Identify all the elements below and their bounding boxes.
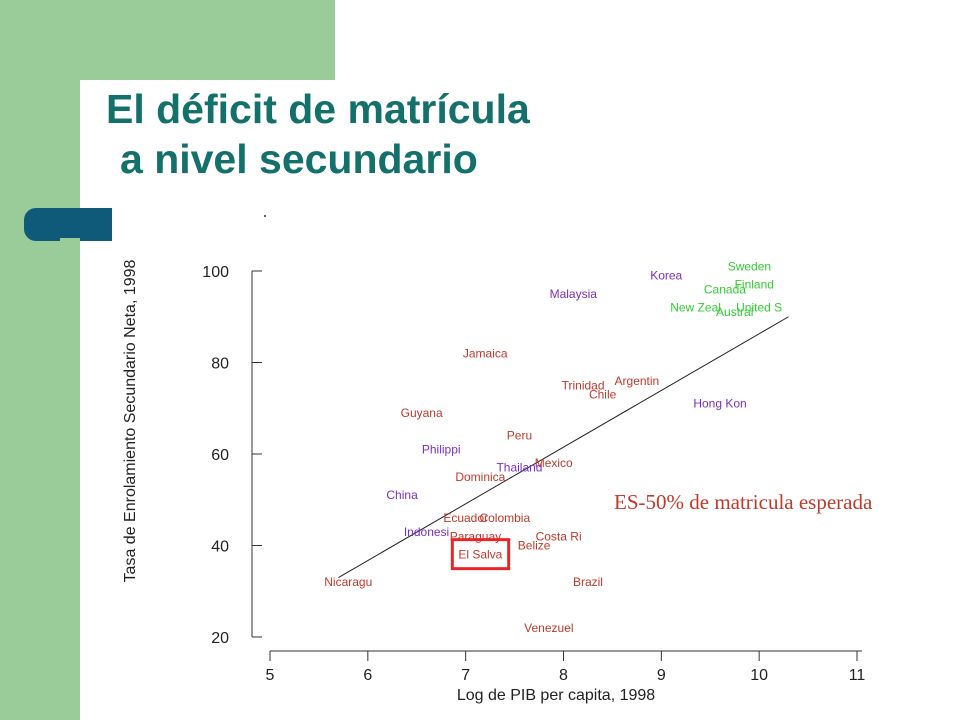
x-tick-label: 11: [849, 667, 866, 684]
point-label: Austral: [716, 305, 753, 319]
point-label: Trinidad: [562, 378, 605, 392]
annotation-text: ES-50% de matricula esperada: [614, 490, 873, 514]
y-tick-label: 100: [202, 264, 229, 281]
point-label: El Salva: [458, 548, 502, 562]
x-tick-label: 10: [750, 667, 768, 684]
left-green-band: [0, 0, 80, 720]
point-label: Dominica: [455, 470, 505, 484]
point-label: Belize: [518, 539, 551, 553]
point-label: Paraguay: [450, 529, 501, 543]
x-tick-label: 8: [559, 667, 568, 684]
point-label: United S: [736, 301, 782, 315]
content-panel: [80, 80, 960, 720]
stray-dot: [264, 215, 266, 217]
point-label: Philippi: [422, 442, 461, 456]
point-label: Mexico: [535, 456, 573, 470]
point-label: Hong Kon: [693, 397, 746, 411]
y-tick-label: 60: [211, 447, 229, 464]
title-line-1: El déficit de matrícula: [106, 86, 530, 132]
point-label: Malaysia: [550, 287, 598, 301]
y-tick-label: 20: [211, 630, 229, 647]
point-label: Guyana: [401, 406, 443, 420]
x-tick-label: 5: [266, 667, 275, 684]
point-label: Sweden: [728, 259, 771, 273]
point-label: Indonesi: [404, 525, 449, 539]
y-axis-title: Tasa de Enrolamiento Secundario Neta, 19…: [122, 259, 139, 582]
point-label: China: [386, 488, 418, 502]
x-tick-label: 7: [461, 667, 470, 684]
point-label: Canada: [704, 282, 746, 296]
point-label: Colombia: [479, 511, 530, 525]
point-label: Venezuel: [524, 621, 573, 635]
top-green-band: [80, 0, 335, 80]
x-axis-title: Log de PIB per capita, 1998: [457, 687, 655, 704]
fit-line: [338, 316, 789, 578]
fit-line-group: [338, 316, 789, 578]
point-label: Finland: [735, 278, 774, 292]
y-tick-label: 40: [211, 539, 229, 556]
point-label: Costa Ri: [536, 529, 582, 543]
point-label: Korea: [650, 269, 682, 283]
point-label: Brazil: [573, 575, 603, 589]
x-tick-label: 6: [363, 667, 372, 684]
x-tick-label: 9: [657, 667, 666, 684]
slide-title: El déficit de matrícula a nivel secundar…: [106, 84, 530, 184]
chart-axes: 20 40 60 80 100 5 6 7 8 9 10 11: [202, 215, 865, 684]
y-tick-label: 80: [211, 356, 229, 373]
point-label: New Zeal: [670, 301, 721, 315]
point-label: Ecuador: [443, 511, 488, 525]
point-label: Thailand: [496, 461, 542, 475]
decorative-pill-notch: [60, 238, 80, 241]
point-label: Argentin: [615, 374, 660, 388]
point-label: Jamaica: [463, 346, 508, 360]
point-label: Chile: [589, 388, 617, 402]
highlight-box: [450, 538, 511, 571]
point-label: Peru: [507, 429, 532, 443]
title-line-2: a nivel secundario: [120, 136, 478, 182]
decorative-pill-extension: [80, 208, 112, 241]
point-label: Nicaragu: [324, 575, 372, 589]
